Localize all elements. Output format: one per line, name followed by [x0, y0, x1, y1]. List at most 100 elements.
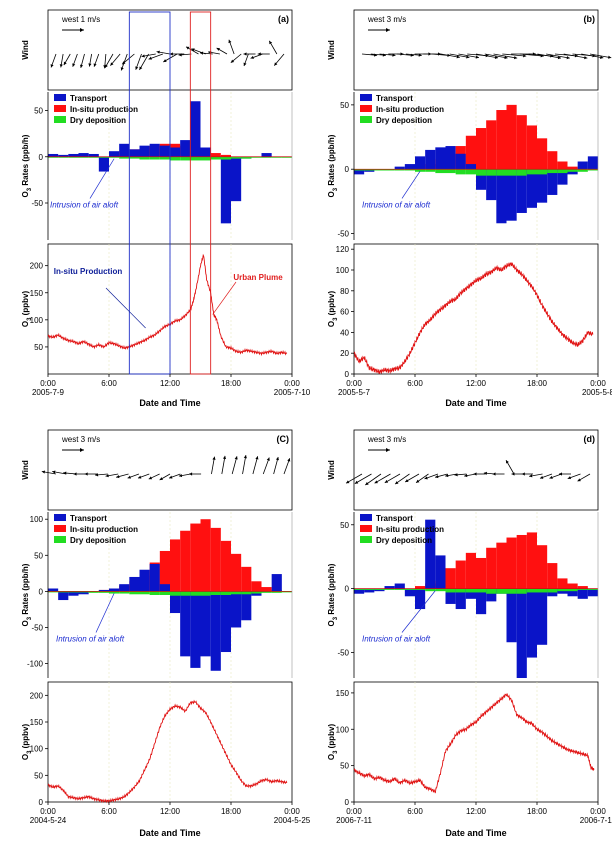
wind-vector	[231, 456, 238, 475]
deposition-bar	[109, 591, 120, 594]
wind-vector-head	[269, 40, 273, 45]
o3-tick-label: 100	[336, 266, 350, 275]
wind-vector	[365, 473, 382, 486]
wind-vector-head	[523, 54, 527, 58]
date-end: 2004-5-25	[274, 816, 311, 825]
deposition-bar	[394, 169, 405, 171]
wind-vector-head	[52, 470, 56, 474]
wind-vector-head	[557, 56, 562, 60]
deposition-bar	[587, 588, 598, 590]
transport-bar	[109, 151, 120, 157]
transport-bar	[506, 169, 517, 221]
x-tick-label: 0:00	[284, 807, 300, 816]
x-tick-label: 6:00	[101, 807, 117, 816]
transport-bar	[577, 588, 588, 599]
o3-tick-label: 80	[340, 287, 349, 296]
transport-bar	[139, 569, 150, 592]
transport-bar	[48, 588, 59, 592]
o3-y-label: O3 (ppbv)	[327, 291, 339, 328]
wind-frame	[353, 9, 599, 91]
wind-vector-head	[95, 473, 99, 477]
production-bar	[251, 581, 262, 592]
x-tick-label: 18:00	[527, 807, 548, 816]
production-bar	[261, 587, 272, 592]
transport-bar	[58, 154, 69, 157]
wind-vector-head	[464, 473, 468, 478]
wind-vector	[139, 53, 149, 71]
o3-y-label: O3 (ppbv)	[327, 724, 339, 761]
wind-vector	[581, 53, 604, 59]
legend-entry: In-situ production	[376, 105, 444, 114]
production-bar	[496, 110, 507, 170]
transport-bar	[465, 164, 476, 170]
legend-swatch	[360, 525, 372, 532]
legend-entry: Transport	[376, 94, 413, 103]
x-tick-label: 0:00	[590, 807, 606, 816]
legend-swatch	[54, 514, 66, 521]
deposition-bar	[190, 156, 201, 161]
wind-vector	[345, 473, 363, 484]
o3-tick-label: 100	[30, 316, 44, 325]
legend-swatch	[360, 536, 372, 543]
transport-bar	[220, 591, 231, 653]
legend-swatch	[360, 94, 372, 101]
wind-vector	[242, 455, 247, 475]
transport-bar	[129, 149, 140, 157]
wind-vector-head	[50, 64, 54, 68]
transport-bar	[98, 156, 109, 172]
legend-swatch	[54, 105, 66, 112]
deposition-bar	[190, 591, 201, 596]
transport-bar	[384, 586, 395, 589]
deposition-bar	[180, 591, 191, 596]
deposition-bar	[435, 169, 446, 174]
deposition-bar	[486, 588, 497, 594]
transport-bar	[537, 169, 548, 203]
wind-vector-head	[529, 474, 533, 478]
transport-bar	[68, 591, 79, 596]
wind-vector-head	[494, 55, 499, 59]
deposition-bar	[271, 591, 282, 593]
wind-vector-head	[475, 55, 479, 59]
production-bar	[486, 547, 497, 589]
deposition-bar	[58, 156, 69, 158]
date-start: 2006-7-11	[336, 816, 372, 825]
wind-vector	[374, 473, 391, 484]
transport-bar	[567, 588, 578, 597]
rates-y-label: O3 Rates (ppb/h)	[327, 563, 339, 626]
production-bar	[516, 115, 527, 170]
deposition-bar	[129, 591, 140, 595]
production-bar	[496, 542, 507, 589]
transport-bar	[486, 588, 497, 602]
deposition-bar	[567, 169, 578, 172]
x-tick-label: 12:00	[160, 379, 181, 388]
deposition-bar	[496, 169, 507, 176]
panel-label: (a)	[278, 14, 289, 24]
deposition-bar	[547, 588, 558, 593]
transport-bar	[200, 147, 211, 157]
production-bar	[567, 583, 578, 589]
transport-bar	[78, 591, 89, 595]
x-tick-label: 12:00	[160, 807, 181, 816]
o3-tick-label: 150	[30, 718, 44, 727]
wind-vector-head	[521, 472, 525, 476]
transport-bar	[139, 145, 150, 157]
wind-vector-head	[454, 473, 458, 477]
production-bar	[526, 125, 537, 170]
wind-vector-head	[549, 475, 553, 479]
deposition-bar	[139, 591, 150, 595]
legend-entry: Transport	[70, 514, 107, 523]
panel-3: Wind west 3 m/s (d) -50 0 50 O3 Rates (ppb/h) T…	[327, 429, 612, 838]
legend-entry: Dry deposition	[70, 536, 126, 545]
wind-vector-head	[566, 56, 570, 60]
transport-bar	[119, 143, 130, 157]
deposition-bar	[231, 156, 242, 159]
deposition-bar	[281, 156, 292, 158]
wind-vector-head	[135, 66, 139, 70]
deposition-bar	[48, 591, 59, 593]
legend-entry: Dry deposition	[376, 116, 432, 125]
transport-bar	[68, 153, 79, 157]
deposition-bar	[180, 156, 191, 161]
x-axis-title: Date and Time	[139, 398, 200, 408]
transport-bar	[170, 591, 181, 614]
legend-entry: Dry deposition	[376, 536, 432, 545]
